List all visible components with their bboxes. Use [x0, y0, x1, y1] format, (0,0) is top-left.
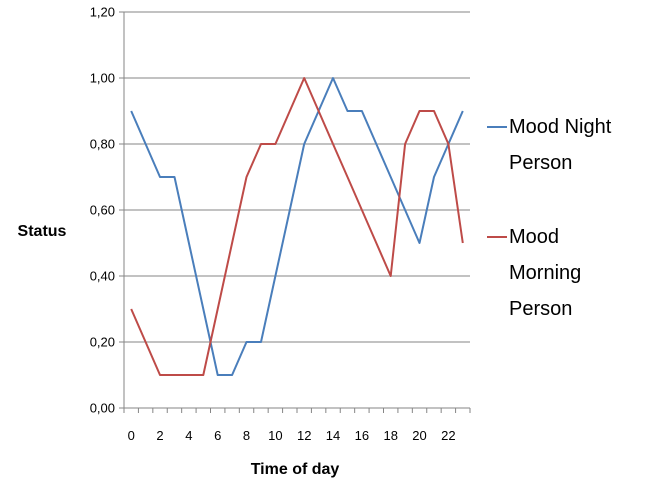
- y-tick-label: 0,20: [90, 335, 115, 350]
- x-tick-label: 20: [412, 428, 426, 443]
- x-tick-labels: 0 2 4 6 8 10 12 14 16 18 20 22: [128, 428, 456, 443]
- axes: [119, 11, 471, 413]
- x-tick-label: 4: [185, 428, 192, 443]
- y-tick-label: 0,00: [90, 401, 115, 416]
- y-tick-labels: 0,00 0,20 0,40 0,60 0,80 1,00 1,20: [90, 5, 115, 416]
- series-lines: [130, 77, 464, 376]
- x-tick-label: 14: [326, 428, 340, 443]
- x-tick-label: 12: [297, 428, 311, 443]
- legend-label: Morning: [509, 262, 581, 284]
- y-tick-label: 0,80: [90, 137, 115, 152]
- x-tick-label: 8: [243, 428, 250, 443]
- y-axis-title: Status: [18, 223, 67, 240]
- x-tick-label: 22: [441, 428, 455, 443]
- y-tick-label: 0,40: [90, 269, 115, 284]
- y-tick-label: 1,00: [90, 71, 115, 86]
- x-tick-label: 6: [214, 428, 221, 443]
- legend-label: Person: [509, 298, 572, 320]
- x-tick-label: 10: [268, 428, 282, 443]
- x-tick-label: 16: [355, 428, 369, 443]
- x-tick-label: 0: [128, 428, 135, 443]
- x-tick-label: 18: [383, 428, 397, 443]
- series-line-1: [130, 77, 464, 376]
- legend-label: Mood Night: [509, 116, 612, 138]
- legend-label: Person: [509, 152, 572, 174]
- x-tick-label: 2: [156, 428, 163, 443]
- x-axis-title: Time of day: [251, 461, 340, 478]
- series-line-2: [130, 77, 464, 376]
- legend: Mood Night Person Mood Morning Person: [487, 116, 612, 320]
- y-tick-label: 0,60: [90, 203, 115, 218]
- y-tick-label: 1,20: [90, 5, 115, 20]
- legend-label: Mood: [509, 226, 559, 248]
